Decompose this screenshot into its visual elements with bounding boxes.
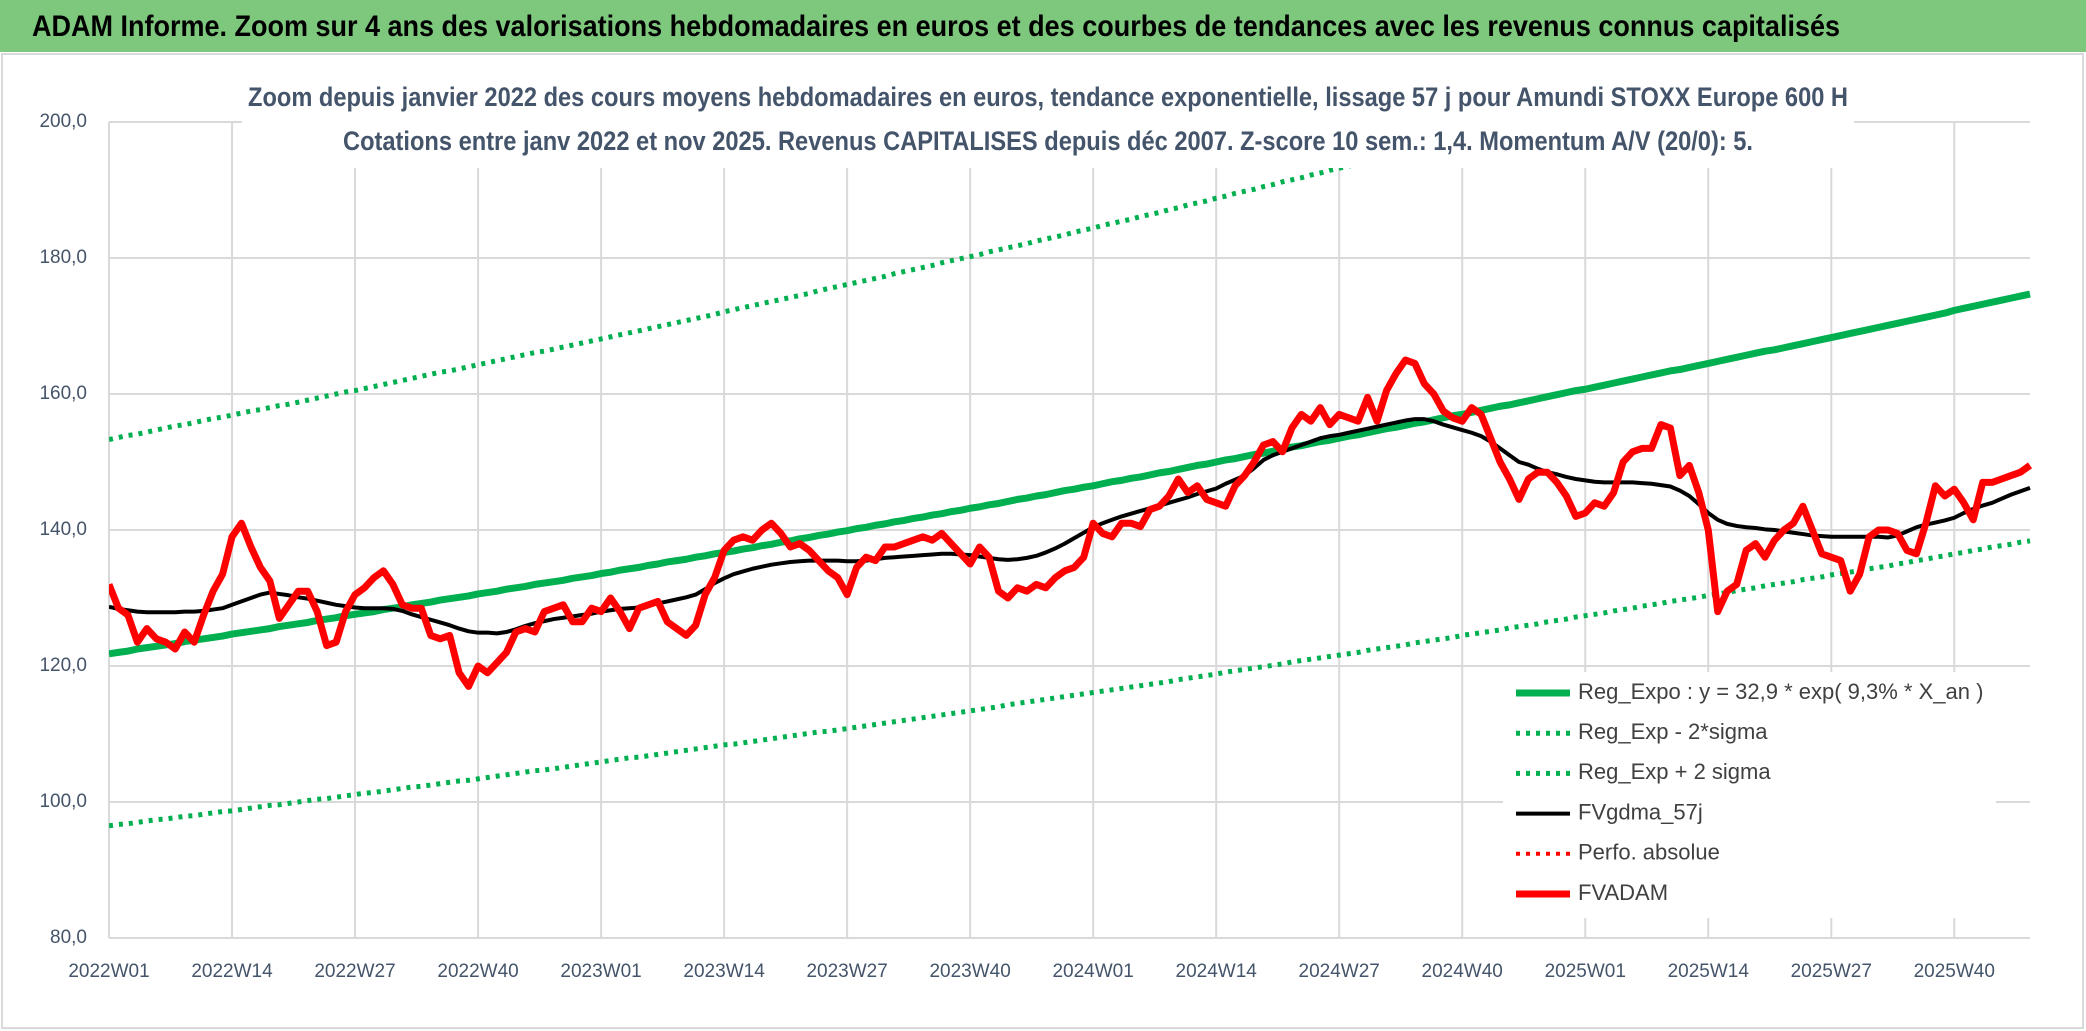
x-tick-label: 2022W01 — [68, 961, 149, 982]
x-tick-label: 2025W40 — [1914, 961, 1995, 982]
x-tick-label: 2025W27 — [1791, 961, 1872, 982]
legend-label: FVgdma_57j — [1578, 799, 1703, 824]
series-line — [109, 538, 2031, 829]
y-tick-label: 120,0 — [39, 655, 87, 676]
plot-lines — [109, 118, 2033, 829]
legend-label: Reg_Exp - 2*sigma — [1578, 719, 1768, 744]
legend-label: Perfo. absolue — [1578, 840, 1720, 865]
chart-title: Zoom depuis janvier 2022 des cours moyen… — [248, 82, 1848, 112]
x-tick-label: 2023W40 — [929, 961, 1010, 982]
legend-label: Reg_Exp + 2 sigma — [1578, 759, 1771, 784]
y-tick-label: 200,0 — [39, 111, 87, 132]
banner-title: ADAM Informe. Zoom sur 4 ans des valoris… — [32, 10, 1840, 43]
x-tick-label: 2022W40 — [437, 961, 518, 982]
x-tick-label: 2025W01 — [1545, 961, 1626, 982]
y-tick-label: 140,0 — [39, 519, 87, 540]
x-tick-label: 2023W14 — [683, 961, 765, 982]
legend: Reg_Expo : y = 32,9 * exp( 9,3% * X_an )… — [1503, 672, 1996, 918]
series-line — [109, 417, 2031, 636]
y-tick-label: 100,0 — [39, 791, 87, 812]
x-tick-label: 2024W14 — [1176, 961, 1258, 982]
x-tick-label: 2025W14 — [1668, 961, 1750, 982]
series-line — [109, 118, 1552, 443]
x-tick-label: 2023W27 — [806, 961, 887, 982]
x-tick-label: 2024W01 — [1052, 961, 1133, 982]
series-line — [109, 290, 2031, 658]
legend-label: FVADAM — [1578, 880, 1668, 905]
legend-background — [1503, 672, 1996, 918]
x-tick-label: 2024W27 — [1299, 961, 1380, 982]
y-tick-label: 80,0 — [50, 927, 87, 948]
series-line — [109, 356, 2033, 690]
x-tick-label: 2022W14 — [191, 961, 273, 982]
y-tick-label: 160,0 — [39, 383, 87, 404]
x-tick-label: 2024W40 — [1422, 961, 1503, 982]
legend-label: Reg_Expo : y = 32,9 * exp( 9,3% * X_an ) — [1578, 679, 1983, 704]
banner-background — [0, 0, 2086, 52]
chart-subtitle: Cotations entre janv 2022 et nov 2025. R… — [343, 126, 1753, 156]
x-tick-label: 2023W01 — [560, 961, 641, 982]
x-tick-label: 2022W27 — [314, 961, 395, 982]
y-tick-label: 180,0 — [39, 247, 87, 268]
title-background — [242, 74, 1854, 168]
